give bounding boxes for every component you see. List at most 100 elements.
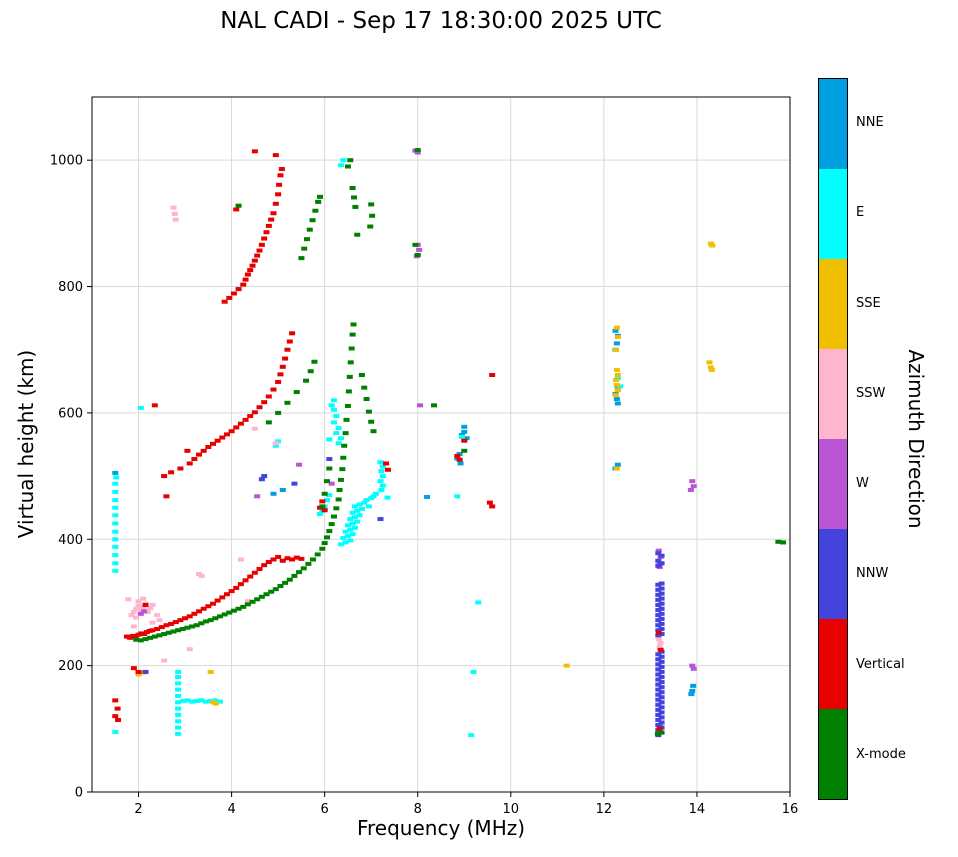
data-point xyxy=(655,551,662,556)
colorbar-category-label: NNW xyxy=(856,566,889,582)
data-point xyxy=(354,232,361,237)
data-point xyxy=(614,462,621,467)
data-point xyxy=(175,719,182,724)
data-point xyxy=(333,431,340,436)
data-point xyxy=(655,630,662,635)
data-point xyxy=(349,332,356,337)
data-point xyxy=(344,534,351,539)
data-point xyxy=(689,688,696,693)
data-point xyxy=(658,581,665,586)
data-point xyxy=(326,437,333,442)
data-point xyxy=(140,596,147,601)
data-point xyxy=(270,491,277,496)
data-point xyxy=(265,420,272,425)
data-point xyxy=(154,626,161,631)
data-point xyxy=(251,258,258,263)
data-point xyxy=(306,227,313,232)
data-point xyxy=(655,558,662,563)
data-point xyxy=(272,153,279,158)
colorbar-category-label: SSE xyxy=(856,295,881,311)
data-point xyxy=(458,434,465,439)
data-point xyxy=(265,394,272,399)
data-point xyxy=(186,461,193,466)
data-point xyxy=(203,699,210,704)
data-point xyxy=(137,608,144,613)
x-axis-label: Frequency (MHz) xyxy=(356,816,526,840)
data-point xyxy=(251,410,258,415)
data-point xyxy=(261,563,268,568)
data-point xyxy=(112,544,119,549)
data-point xyxy=(193,699,200,704)
data-point xyxy=(251,149,258,154)
data-point xyxy=(326,529,333,534)
data-point xyxy=(379,483,386,488)
data-point xyxy=(133,606,140,611)
data-point xyxy=(454,494,461,499)
data-point xyxy=(613,367,620,372)
data-point xyxy=(125,597,132,602)
data-point xyxy=(293,390,300,395)
data-point xyxy=(347,538,354,543)
data-point xyxy=(475,600,482,605)
data-point xyxy=(156,633,163,638)
colorbar-segment-Vertical xyxy=(819,619,847,709)
data-point xyxy=(196,609,203,614)
data-point xyxy=(296,462,303,467)
data-point xyxy=(363,498,370,503)
data-point xyxy=(276,182,283,187)
y-tick-label: 600 xyxy=(58,406,83,421)
data-point xyxy=(352,204,359,209)
data-point xyxy=(486,500,493,505)
data-point xyxy=(301,246,308,251)
data-point xyxy=(314,552,321,557)
data-point xyxy=(228,589,235,594)
data-point xyxy=(658,596,665,601)
data-point xyxy=(240,282,247,287)
data-point xyxy=(216,699,223,704)
data-point xyxy=(307,369,314,374)
data-point xyxy=(655,592,662,597)
data-point xyxy=(200,606,207,611)
data-point xyxy=(361,385,368,390)
data-point xyxy=(309,218,316,223)
colorbar-category-label: W xyxy=(856,476,869,492)
data-point xyxy=(612,393,619,398)
data-point xyxy=(658,621,665,626)
data-point xyxy=(346,374,353,379)
data-point xyxy=(655,628,662,633)
data-point xyxy=(286,339,293,344)
data-point xyxy=(655,707,662,712)
data-point xyxy=(654,731,661,736)
series-SSE xyxy=(135,241,716,706)
data-point xyxy=(365,409,372,414)
data-point xyxy=(205,604,212,609)
data-point xyxy=(612,378,619,383)
data-point xyxy=(658,695,665,700)
data-point xyxy=(175,731,182,736)
data-point xyxy=(112,553,119,558)
data-point xyxy=(112,505,119,510)
data-point xyxy=(261,236,268,241)
data-point xyxy=(184,448,191,453)
x-tick-label: 2 xyxy=(134,802,142,817)
data-point xyxy=(656,644,663,649)
data-point xyxy=(369,213,376,218)
data-point xyxy=(193,623,200,628)
data-point xyxy=(112,714,119,719)
data-point xyxy=(337,477,344,482)
data-point xyxy=(144,609,151,614)
data-point xyxy=(372,491,379,496)
x-tick-label: 8 xyxy=(414,802,422,817)
data-point xyxy=(368,202,375,207)
data-point xyxy=(319,546,326,551)
data-point xyxy=(658,664,665,669)
data-point xyxy=(279,487,286,492)
data-point xyxy=(175,681,182,686)
data-point xyxy=(655,623,662,628)
data-point xyxy=(658,611,665,616)
data-point xyxy=(655,563,662,568)
data-point xyxy=(489,373,496,377)
data-point xyxy=(156,618,163,623)
data-point xyxy=(237,421,244,426)
